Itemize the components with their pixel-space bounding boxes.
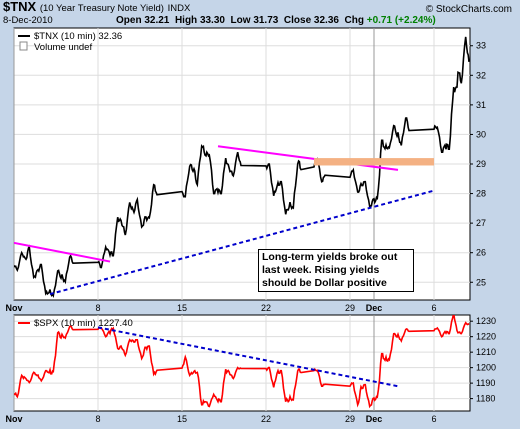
- ohlc-summary: Open 32.21 High 33.30 Low 31.73 Close 32…: [116, 15, 436, 26]
- x-tick-label: Dec: [366, 303, 383, 313]
- x-tick-label: 15: [177, 303, 187, 313]
- x-tick-label: 29: [345, 303, 355, 313]
- trend-line-magenta: [217, 145, 399, 171]
- annotation-box: Long-term yields broke out last week. Ri…: [258, 249, 414, 292]
- plot-area: [14, 315, 470, 409]
- trend-line-dashed: [49, 189, 435, 296]
- annotation-line: should be Dollar positive: [262, 277, 387, 289]
- y-tick-label: 30: [476, 129, 486, 139]
- change-value: +0.71 (+2.24%): [366, 15, 436, 26]
- x-tick-label: 22: [261, 303, 271, 313]
- legend-swatch: [19, 41, 28, 51]
- y-tick-label: 1190: [476, 378, 495, 388]
- y-tick-label: 26: [476, 248, 486, 258]
- exchange: INDX: [167, 3, 191, 14]
- spx-panel: [13, 314, 471, 412]
- low-value: 31.73: [253, 15, 279, 26]
- legend-label: $SPX (10 min) 1227.40: [34, 318, 133, 329]
- y-tick-label: 25: [476, 277, 486, 287]
- trend-line-magenta: [14, 241, 111, 263]
- y-tick-label: 31: [476, 100, 486, 110]
- symbol-name: (10 Year Treasury Note Yield): [39, 3, 164, 14]
- y-tick-label: 1180: [476, 394, 495, 404]
- x-tick-label: Nov: [5, 303, 22, 313]
- x-tick-label: 8: [95, 303, 100, 313]
- y-tick-label: 1210: [476, 347, 496, 357]
- y-tick-label: 27: [476, 218, 486, 228]
- symbol-title: $TNX (10 Year Treasury Note Yield) INDX: [3, 0, 190, 14]
- y-tick-label: 1220: [476, 332, 496, 342]
- quote-date: 8-Dec-2010: [3, 15, 53, 26]
- y-tick-label: 28: [476, 189, 486, 199]
- open-value: 32.21: [144, 15, 170, 26]
- x-tick-label: Dec: [366, 414, 383, 424]
- chart-header: $TNX (10 Year Treasury Note Yield) INDX …: [0, 0, 520, 28]
- tnx-price-line: [14, 36, 470, 299]
- resistance-zone: [314, 158, 434, 166]
- annotation-line: last week. Rising yields: [262, 264, 380, 276]
- close-value: 32.36: [313, 15, 339, 26]
- brand-watermark: © StockCharts.com: [425, 4, 512, 15]
- x-tick-label: 15: [177, 414, 187, 424]
- legend-label: $TNX (10 min) 32.36: [34, 31, 122, 42]
- x-tick-label: 6: [431, 303, 436, 313]
- high-value: 33.30: [199, 15, 225, 26]
- symbol: $TNX: [3, 0, 37, 14]
- y-tick-label: 29: [476, 159, 486, 169]
- y-tick-label: 1230: [476, 316, 496, 326]
- x-tick-label: 6: [431, 414, 436, 424]
- spx-price-line: [14, 315, 470, 409]
- legend-label: Volume undef: [34, 42, 92, 53]
- plot-area: [14, 36, 470, 299]
- x-tick-label: 22: [261, 414, 271, 424]
- annotation-line: Long-term yields broke out: [262, 251, 398, 263]
- trend-line-dashed: [97, 326, 399, 388]
- y-tick-label: 1200: [476, 363, 496, 373]
- y-tick-label: 32: [476, 70, 486, 80]
- x-tick-label: 29: [345, 414, 355, 424]
- y-tick-label: 33: [476, 41, 486, 51]
- x-tick-label: Nov: [5, 414, 22, 424]
- x-tick-label: 8: [95, 414, 100, 424]
